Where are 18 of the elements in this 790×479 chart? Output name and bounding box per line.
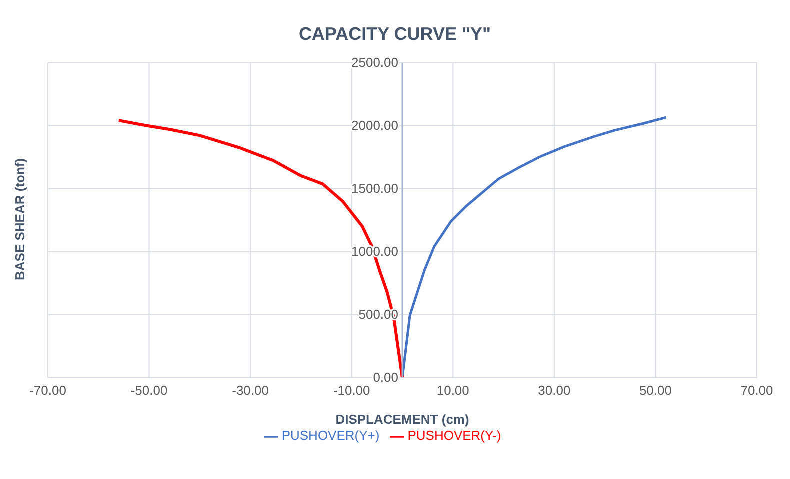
chart-title: CAPACITY CURVE "Y" xyxy=(298,23,492,46)
x-tick-label: 70.00 xyxy=(740,383,774,398)
x-tick-label: 50.00 xyxy=(639,383,672,398)
y-tick-label: 2000.00 xyxy=(352,118,398,133)
y-tick-label: 2500.00 xyxy=(352,55,398,70)
x-tick-label: -70.00 xyxy=(30,383,66,398)
y-axis-title: BASE SHEAR (tonf) xyxy=(12,158,28,280)
y-tick-label: 0.00 xyxy=(373,370,398,385)
legend-label: PUSHOVER(Y-) xyxy=(408,428,502,443)
x-tick-label: 30.00 xyxy=(538,383,571,398)
x-tick-label: -10.00 xyxy=(333,383,370,398)
x-tick-label: -30.00 xyxy=(232,383,270,398)
x-axis-title: DISPLACEMENT (cm) xyxy=(336,412,470,427)
x-tick-label: -50.00 xyxy=(130,383,168,398)
legend-label: PUSHOVER(Y+) xyxy=(282,428,380,443)
line-series xyxy=(401,116,668,378)
y-tick-label: 1500.00 xyxy=(352,181,398,196)
x-tick-label: 10.00 xyxy=(436,383,470,398)
